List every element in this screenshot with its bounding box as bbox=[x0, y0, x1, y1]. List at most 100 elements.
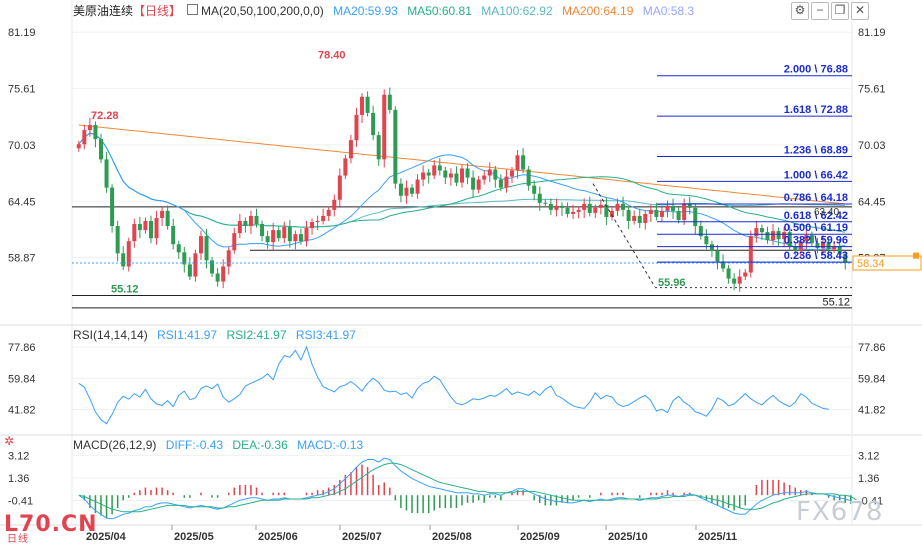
candle-body bbox=[615, 203, 620, 211]
candle-body bbox=[493, 169, 498, 180]
candle-body bbox=[160, 210, 165, 218]
candle-body bbox=[382, 94, 387, 160]
candle-body bbox=[337, 175, 342, 200]
candle-body bbox=[554, 205, 559, 210]
annotation-5596: 55.96 bbox=[658, 277, 686, 289]
candle-body bbox=[709, 244, 714, 251]
candle-body bbox=[276, 230, 281, 239]
candle-body bbox=[671, 205, 676, 211]
candle-body bbox=[748, 236, 753, 273]
close-icon: ✕ bbox=[854, 3, 866, 17]
price-tick-left: 75.61 bbox=[8, 84, 36, 96]
restore-button[interactable]: ❐ bbox=[831, 2, 849, 20]
rsi-line bbox=[78, 345, 829, 425]
candle-body bbox=[571, 211, 576, 214]
candle-body bbox=[343, 158, 348, 176]
candle-body bbox=[404, 187, 409, 196]
candle-body bbox=[798, 241, 803, 251]
candle-body bbox=[154, 217, 159, 239]
candle-body bbox=[621, 203, 626, 210]
candle-body bbox=[826, 242, 831, 250]
candle-body bbox=[476, 179, 481, 190]
candle-body bbox=[332, 199, 337, 210]
candle-body bbox=[193, 253, 198, 277]
candle-body bbox=[687, 203, 692, 208]
x-tick-label: 2025/09 bbox=[520, 531, 560, 543]
candle-body bbox=[221, 266, 226, 282]
candle-body bbox=[509, 170, 514, 177]
timeframe-label[interactable]: 【日线】 bbox=[133, 4, 182, 18]
candle-body bbox=[432, 165, 437, 176]
fib-label: 0.618 \ 62.42 bbox=[784, 210, 848, 222]
candle-body bbox=[132, 224, 137, 242]
macd-tick-right: 1.36 bbox=[858, 473, 879, 485]
indicator-settings-icon[interactable]: ✲ bbox=[4, 434, 15, 448]
candle-body bbox=[226, 250, 231, 267]
annotation-72: 72.28 bbox=[91, 110, 119, 122]
candle-body bbox=[260, 224, 265, 237]
trend-dashed-line bbox=[592, 183, 656, 288]
x-tick-label: 2025/08 bbox=[432, 531, 472, 543]
candle-body bbox=[498, 179, 503, 188]
candle-body bbox=[248, 215, 253, 227]
candle-body bbox=[737, 276, 742, 284]
candle-body bbox=[165, 210, 170, 227]
candle-body bbox=[360, 96, 365, 115]
fib-label: 0.236 \ 58.43 bbox=[784, 250, 848, 262]
candle-body bbox=[821, 242, 826, 249]
fib-label: 1.236 \ 68.89 bbox=[784, 144, 848, 156]
close-button[interactable]: ✕ bbox=[851, 2, 869, 20]
ma100-value: MA100:62.92 bbox=[481, 4, 553, 18]
last-price-value: 58.34 bbox=[857, 258, 885, 270]
rsi-tick-left: 77.86 bbox=[8, 342, 36, 354]
settings-button[interactable]: ⚙ bbox=[791, 2, 809, 20]
restore-icon: ❐ bbox=[834, 3, 846, 17]
macd-value: MACD:-0.13 bbox=[297, 438, 364, 452]
candle-body bbox=[443, 170, 448, 178]
candle-body bbox=[682, 203, 687, 220]
macd-label: MACD(26,12,9) bbox=[73, 438, 157, 452]
candle-body bbox=[504, 176, 509, 188]
price-arrow-marker bbox=[913, 252, 919, 259]
rsi-tick-left: 59.84 bbox=[8, 373, 36, 385]
rsi-header: RSI(14,14,14) RSI1:41.97 RSI2:41.97 RSI3… bbox=[73, 328, 362, 342]
x-tick-label: 2025/04 bbox=[86, 531, 127, 543]
candle-body bbox=[387, 94, 392, 110]
candles bbox=[76, 87, 848, 292]
watermark-right: FX678 bbox=[796, 497, 884, 527]
candle-body bbox=[110, 187, 115, 227]
fib-label: 1.000 \ 66.42 bbox=[784, 169, 848, 181]
macd-histogram bbox=[83, 464, 852, 519]
candle-body bbox=[626, 209, 631, 221]
candle-body bbox=[271, 230, 276, 243]
candle-body bbox=[548, 203, 553, 210]
annotation-low: 55.12 bbox=[111, 284, 139, 296]
rsi-tick-left: 41.82 bbox=[8, 405, 36, 417]
macd-header: MACD(26,12,9) DIFF:-0.43 DEA:-0.36 MACD:… bbox=[73, 438, 369, 452]
candle-body bbox=[365, 96, 370, 113]
candle-body bbox=[543, 202, 548, 204]
candle-body bbox=[804, 235, 809, 242]
candle-body bbox=[298, 234, 303, 242]
rsi-tick-right: 59.84 bbox=[858, 373, 886, 385]
candle-body bbox=[776, 231, 781, 240]
candle-body bbox=[604, 204, 609, 217]
ma20-line bbox=[78, 132, 846, 251]
candle-body bbox=[782, 232, 787, 240]
candle-body bbox=[715, 250, 720, 262]
candle-body bbox=[454, 173, 459, 183]
minimize-button[interactable]: − bbox=[811, 2, 829, 20]
fib-label: 1.618 \ 72.88 bbox=[784, 104, 848, 116]
candle-body bbox=[837, 246, 842, 255]
candle-body bbox=[809, 235, 814, 244]
candle-body bbox=[115, 226, 120, 254]
annotation-high: 78.40 bbox=[318, 49, 346, 61]
price-tick-right: 81.19 bbox=[858, 27, 886, 39]
x-tick-label: 2025/11 bbox=[698, 531, 737, 543]
candle-body bbox=[354, 114, 359, 141]
ma-label: MA(20,50,100,200,0,0) bbox=[201, 4, 324, 18]
last-price-tag bbox=[852, 255, 922, 271]
ma-settings-icon[interactable] bbox=[187, 4, 199, 15]
candle-body bbox=[326, 209, 331, 216]
